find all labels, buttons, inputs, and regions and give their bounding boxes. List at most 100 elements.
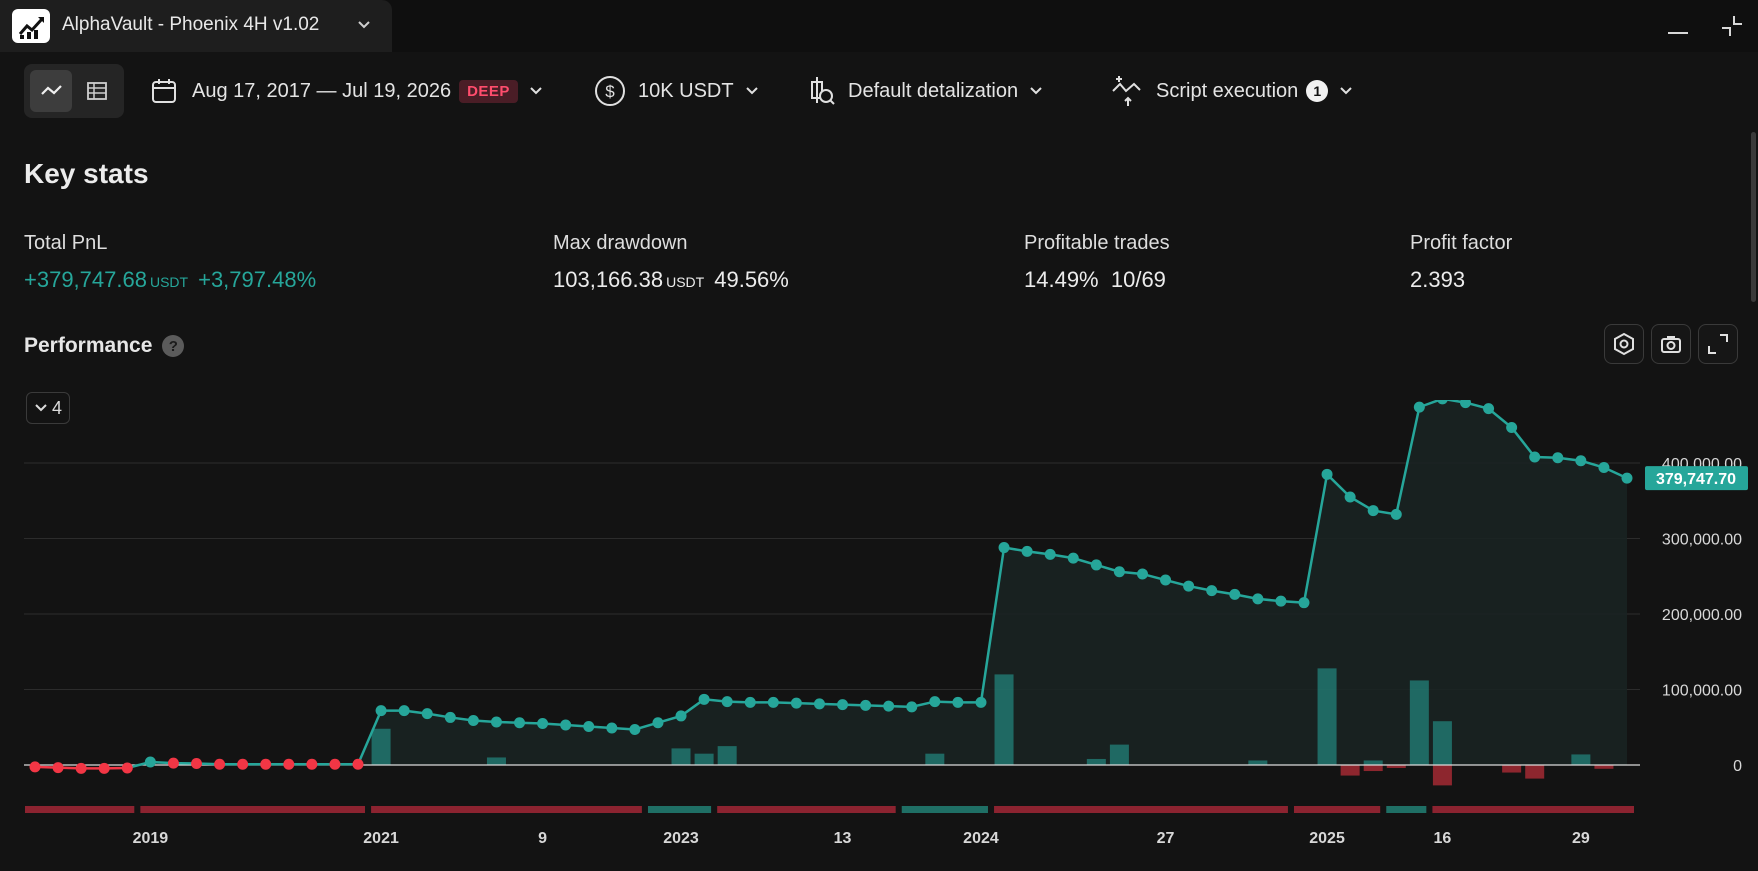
chevron-down-icon <box>1340 87 1353 95</box>
equity-point <box>1275 595 1287 607</box>
trade-bar-positive <box>1409 680 1429 765</box>
trade-bar-negative <box>1432 765 1452 786</box>
script-count-badge: 1 <box>1306 80 1329 102</box>
deep-badge: DEEP <box>459 79 518 103</box>
minimize-icon[interactable] <box>1666 18 1690 38</box>
equity-point <box>1321 468 1333 480</box>
date-range-selector[interactable]: Aug 17, 2017 — Jul 19, 2026 DEEP <box>150 72 544 110</box>
equity-point <box>744 696 756 708</box>
equity-point <box>1575 455 1587 467</box>
trade-bar-positive <box>671 748 691 765</box>
window-title: AlphaVault - Phoenix 4H v1.02 <box>62 14 320 35</box>
trade-strip-segment <box>1293 806 1381 813</box>
equity-point <box>767 696 779 708</box>
equity-point <box>1298 597 1310 609</box>
scrollbar[interactable] <box>1751 132 1756 302</box>
equity-point <box>1413 401 1425 413</box>
chart-view-button[interactable] <box>30 70 72 112</box>
trade-strip-segment <box>1432 806 1634 813</box>
help-icon[interactable]: ? <box>162 335 185 357</box>
equity-point <box>906 701 918 713</box>
profitable-trades-stat: Profitable trades 14.49% 10/69 <box>1024 232 1170 293</box>
screenshot-button[interactable] <box>1651 324 1691 364</box>
total-pnl-value: +379,747.68 <box>24 267 147 292</box>
trade-strip-segment <box>371 806 642 813</box>
equity-point <box>1529 451 1541 463</box>
restore-icon[interactable] <box>1718 12 1746 40</box>
script-execution-selector[interactable]: Script execution 1 <box>1110 72 1354 110</box>
equity-point <box>721 696 733 708</box>
chart-settings-button[interactable] <box>1604 324 1644 364</box>
fullscreen-icon <box>1708 334 1728 354</box>
equity-point <box>444 711 456 723</box>
trade-bar-positive <box>1363 760 1383 765</box>
table-view-button[interactable] <box>76 70 118 112</box>
equity-point <box>237 758 249 770</box>
equity-point <box>283 758 295 770</box>
detalization-selector[interactable]: Default detalization <box>808 72 1044 110</box>
trade-bar-negative <box>1502 765 1522 773</box>
equity-point <box>1229 588 1241 600</box>
performance-chart[interactable]: 0100,000.00200,000.00300,000.00400,000.0… <box>0 400 1758 871</box>
equity-point <box>98 762 110 774</box>
trade-strip-segment <box>25 806 135 813</box>
profitable-trades-percent: 14.49% <box>1024 267 1099 292</box>
trade-bar-positive <box>1571 754 1591 765</box>
equity-point <box>1252 593 1264 605</box>
title-bar: AlphaVault - Phoenix 4H v1.02 <box>0 0 1758 52</box>
profit-factor-label: Profit factor <box>1410 232 1513 254</box>
dollar-circle-icon: $ <box>595 76 625 106</box>
toolbar: Aug 17, 2017 — Jul 19, 2026 DEEP $ 10K U… <box>0 52 1758 132</box>
trade-bar-negative <box>1525 765 1545 779</box>
trade-bar-positive <box>994 674 1014 765</box>
trade-bar-positive <box>486 757 506 765</box>
chevron-down-icon[interactable] <box>356 18 372 32</box>
equity-point <box>214 758 226 770</box>
equity-point <box>75 762 87 774</box>
chevron-down-icon <box>1030 87 1042 95</box>
calendar-icon <box>152 79 176 103</box>
y-tick-label: 200,000.00 <box>1662 607 1742 624</box>
equity-point <box>329 758 341 770</box>
x-tick-label: 29 <box>1572 830 1590 847</box>
equity-point <box>1621 472 1633 484</box>
trade-strip-segment <box>647 806 712 813</box>
equity-point <box>537 717 549 729</box>
equity-point <box>790 697 802 709</box>
performance-title-row: Performance ? <box>24 334 185 358</box>
chevron-down-icon <box>530 87 542 95</box>
equity-point <box>837 699 849 711</box>
equity-point <box>52 762 64 774</box>
equity-point <box>514 717 526 729</box>
profitable-trades-label: Profitable trades <box>1024 232 1170 254</box>
equity-point <box>975 696 987 708</box>
trade-bar-positive <box>1317 668 1337 765</box>
fullscreen-button[interactable] <box>1698 324 1738 364</box>
collapse-trades-button[interactable]: 4 <box>26 392 70 424</box>
equity-point <box>698 693 710 705</box>
window-tab[interactable]: AlphaVault - Phoenix 4H v1.02 <box>0 0 392 52</box>
equity-point <box>952 696 964 708</box>
equity-point <box>583 720 595 732</box>
x-tick-label: 2023 <box>663 830 699 847</box>
performance-title: Performance <box>24 334 153 357</box>
x-tick-label: 2024 <box>963 830 999 847</box>
equity-point <box>260 758 272 770</box>
equity-point <box>883 700 895 712</box>
magnify-candle-icon <box>811 77 835 105</box>
equity-point <box>1459 400 1471 409</box>
trade-strip-segment <box>994 806 1288 813</box>
capital-selector[interactable]: $ 10K USDT <box>594 72 760 110</box>
equity-point <box>560 719 572 731</box>
equity-point <box>352 758 364 770</box>
equity-point <box>1136 568 1148 580</box>
max-drawdown-label: Max drawdown <box>553 232 688 254</box>
equity-point <box>1067 552 1079 564</box>
total-pnl-percent: +3,797.48% <box>198 267 317 292</box>
profitable-trades-value-row: 14.49% 10/69 <box>1024 267 1170 293</box>
total-pnl-stat: Total PnL +379,747.68 USDT +3,797.48% <box>24 232 316 293</box>
profit-factor-value: 2.393 <box>1410 267 1466 292</box>
equity-point <box>375 705 387 717</box>
key-stats-title: Key stats <box>24 158 149 189</box>
x-tick-label: 13 <box>834 830 852 847</box>
